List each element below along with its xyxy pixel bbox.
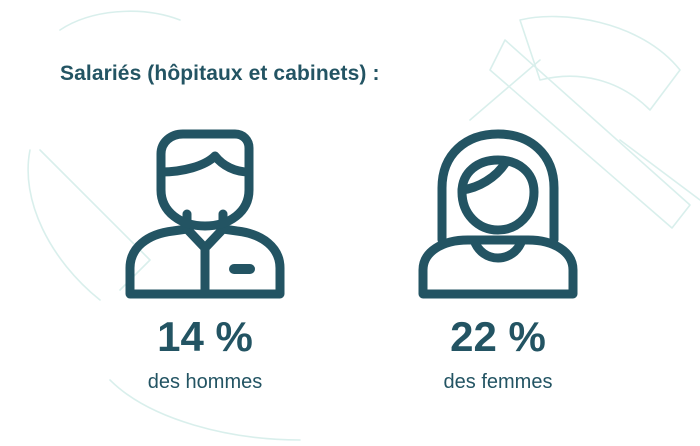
- woman-icon: [418, 129, 578, 299]
- stat-women: 22 % des femmes: [378, 128, 618, 394]
- men-caption: des hommes: [147, 371, 263, 393]
- page-title: Salariés (hôpitaux et cabinets) :: [60, 62, 380, 85]
- man-icon: [125, 129, 285, 299]
- stat-men: 14 % des hommes: [85, 128, 325, 394]
- women-caption: des femmes: [443, 371, 553, 393]
- women-percent: 22 %: [450, 313, 546, 360]
- men-percent: 14 %: [157, 313, 253, 360]
